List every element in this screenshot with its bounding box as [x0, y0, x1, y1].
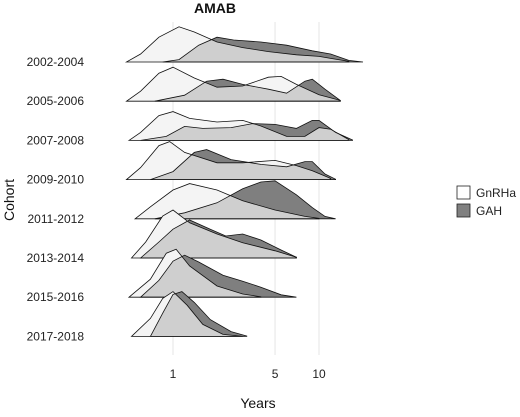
gah-density-outline-2002-2004 [162, 36, 364, 63]
overlap-area-2013-2014 [140, 221, 297, 258]
y-tick-label-0: 2002-2004 [27, 55, 85, 69]
gnrha-density-area-2002-2004 [126, 26, 349, 62]
gnrha-density-outline-2002-2004 [124, 26, 350, 63]
gnrha-density-outline-2017-2018 [130, 291, 243, 337]
gnrha-density-outline-2009-2010 [125, 141, 331, 180]
y-tick-label-1: 2005-2006 [27, 94, 85, 108]
gah-density-outline-2017-2018 [149, 291, 248, 337]
gnrha-density-outline-2007-2008 [127, 111, 350, 141]
gah-density-outline-2007-2008 [140, 120, 353, 141]
ridge-2005-2006 [125, 66, 341, 102]
ridge-2017-2018 [130, 291, 248, 337]
legend-swatch-GnRHa [456, 185, 471, 200]
legend: GnRHa GAH [456, 185, 516, 218]
y-tick-label-6: 2015-2016 [27, 290, 85, 304]
overlap-area-2011-2012 [154, 195, 319, 219]
x-tick-label-0: 1 [170, 367, 177, 381]
density-ridges [124, 26, 364, 337]
ridge-2002-2004 [124, 26, 364, 63]
ridge-2009-2010 [125, 141, 336, 180]
gah-density-outline-2013-2014 [139, 219, 297, 259]
x-tick-label-1: 5 [272, 367, 279, 381]
gah-density-outline-2009-2010 [150, 149, 336, 180]
y-tick-label-5: 2013-2014 [27, 251, 85, 265]
y-tick-label-2: 2007-2008 [27, 133, 85, 147]
gah-density-outline-2005-2006 [154, 78, 341, 102]
legend-label-GnRHa: GnRHa [476, 186, 516, 200]
ridge-2015-2016 [127, 248, 297, 298]
chart-title: AMAB [194, 0, 236, 16]
ridge-2007-2008 [127, 111, 353, 141]
y-axis-title: Cohort [1, 179, 17, 221]
legend-swatch-GAH [456, 203, 471, 218]
y-tick-label-4: 2011-2012 [28, 212, 85, 226]
y-tick-label-7: 2017-2018 [27, 329, 85, 343]
overlap-area-2017-2018 [150, 293, 243, 337]
legend-label-GAH: GAH [476, 204, 502, 218]
overlap-area-2009-2010 [150, 155, 331, 180]
x-axis-title: Years [240, 395, 275, 411]
y-axis-tick-labels: 2002-2004 2005-2006 2007-2008 2009-2010 2011… [27, 55, 85, 343]
gnrha-density-outline-2005-2006 [125, 66, 341, 102]
gah-density-outline-2015-2016 [139, 254, 297, 298]
overlap-area-2002-2004 [162, 39, 349, 62]
ridge-2011-2012 [133, 180, 336, 220]
overlap-area-2015-2016 [140, 256, 261, 298]
y-tick-label-3: 2009-2010 [27, 173, 85, 187]
ridge-2013-2014 [130, 209, 297, 259]
overlap-area-2007-2008 [140, 123, 349, 141]
x-tick-label-2: 10 [312, 367, 326, 381]
overlap-area-2005-2006 [154, 82, 341, 102]
gah-density-outline-2011-2012 [154, 180, 336, 220]
x-axis-tick-labels: 1 5 10 [170, 367, 326, 381]
